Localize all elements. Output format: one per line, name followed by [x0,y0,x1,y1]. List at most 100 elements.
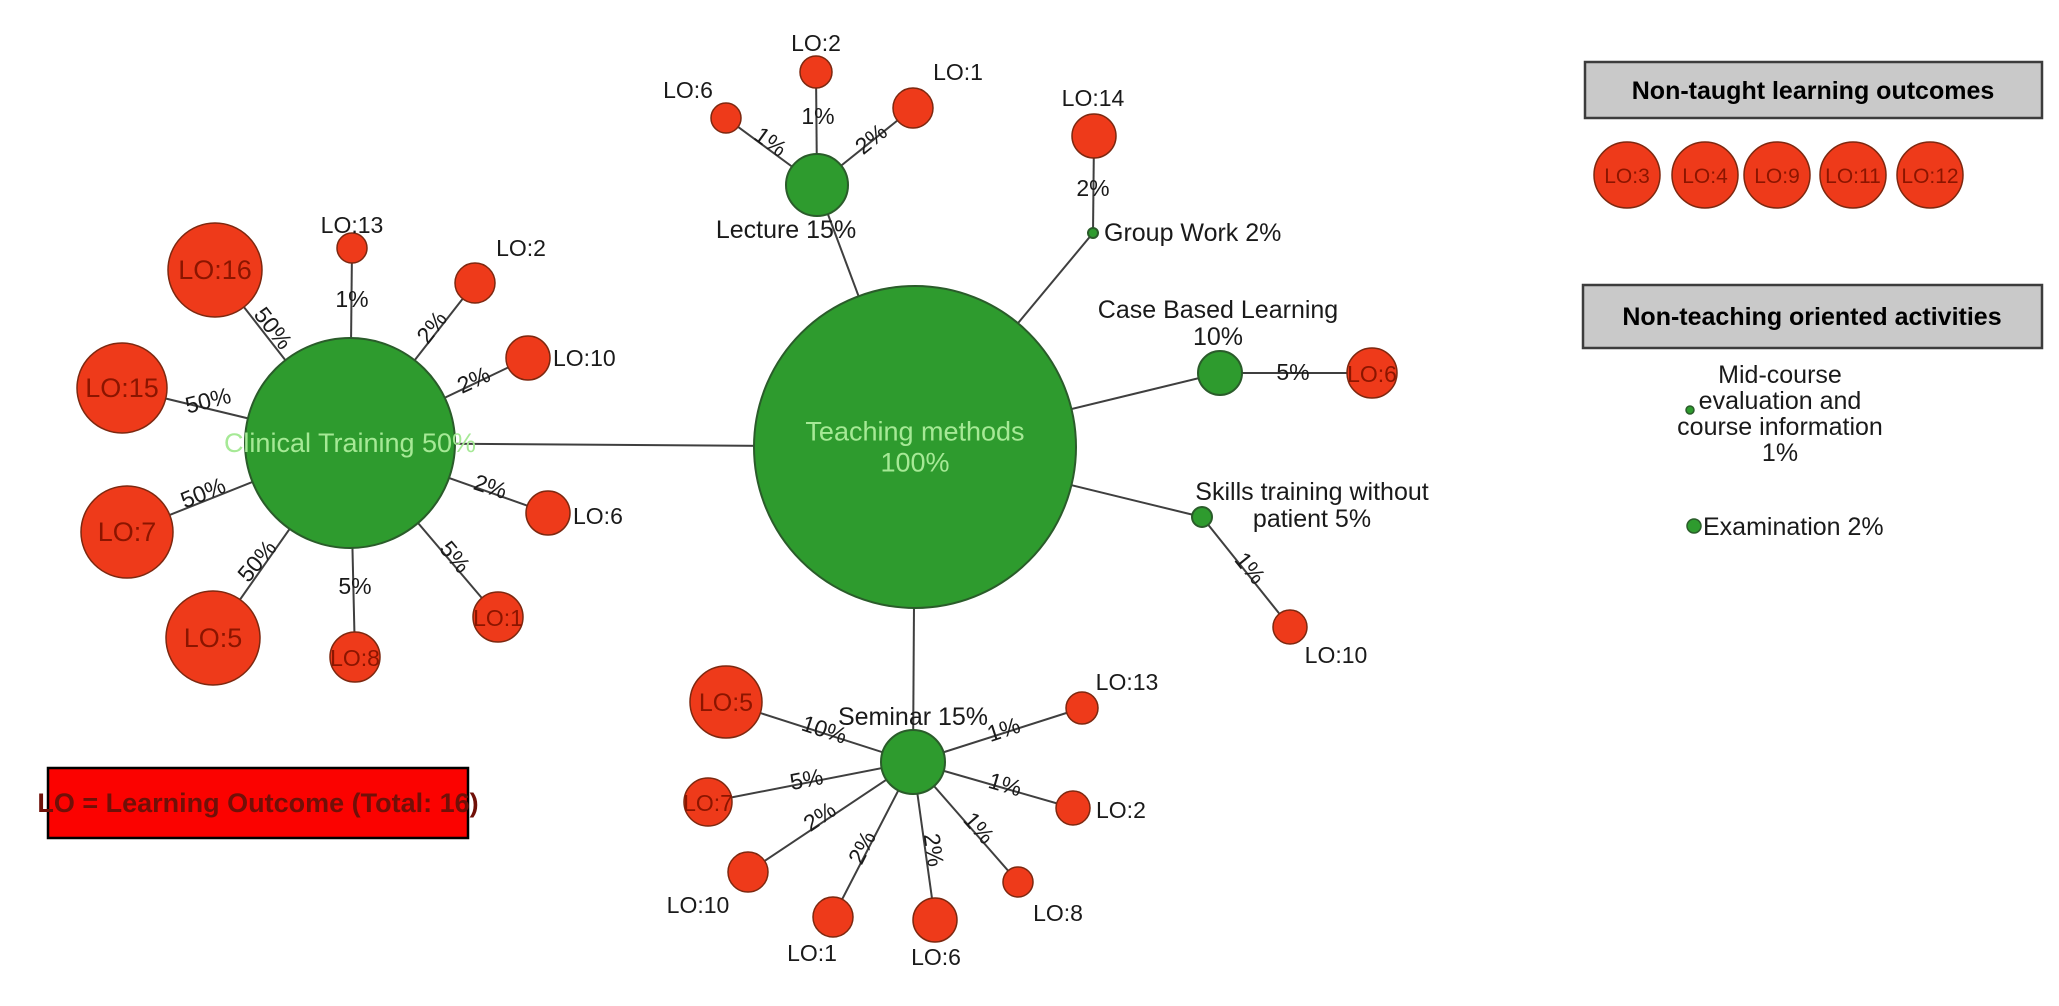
legend-dot-midcourse [1685,405,1695,415]
legend-entry-midcourse: evaluation and [1699,387,1862,415]
node-label-lo16: LO:16 [178,255,252,285]
node-lo6s [912,897,958,943]
node-lo5c [165,590,261,686]
node-lo1c [472,591,524,643]
node-skills [1191,506,1213,528]
edge-label-seminar-lo13s: 1% [984,712,1024,747]
legend-node-label: LO:4 [1682,165,1728,188]
node-label-lo10sk: LO:10 [1305,642,1368,668]
legend-node-lo-4 [1671,141,1739,209]
node-lo15 [76,342,168,434]
legend-entry-examination: Examination 2% [1703,513,1884,541]
node-lo16 [167,222,263,318]
node-label-clinical: Clinical Training 50% [224,428,476,458]
node-lo2l [799,55,833,89]
node-label-lo8s: LO:8 [1033,900,1083,926]
legend-node-lo-12 [1896,141,1964,209]
edge-label-clinical-lo7c: 50% [177,472,229,513]
node-lo8s [1002,866,1034,898]
edge-label-clinical-lo2c: 2% [411,306,452,348]
node-label-seminar: Seminar 15% [838,703,988,731]
node-label-lo5c: LO:5 [184,623,243,653]
node-lo8c [329,631,381,683]
edge-label-lecture-lo2l: 1% [801,103,834,129]
node-label-lo2l: LO:2 [791,30,841,56]
node-label-lo1l: LO:1 [933,59,983,85]
legend-node-label: LO:3 [1604,165,1650,188]
legend-node-label: LO:12 [1901,165,1958,188]
node-label-lo15: LO:15 [85,373,159,403]
note-box [46,766,470,840]
node-seminar [880,729,946,795]
node-label-lo14: LO:14 [1062,85,1125,111]
legend-title-non-teaching: Non-teaching oriented activities [1622,303,2001,331]
node-lo2s [1055,790,1091,826]
legend-node-lo-9 [1743,141,1811,209]
node-label-lo2s: LO:2 [1096,797,1146,823]
node-lo13s [1065,691,1099,725]
node-label-lo8c: LO:8 [330,645,380,671]
node-label-lo1c: LO:1 [473,605,523,631]
edge-label-casebased-lo6cb: 5% [1276,359,1309,385]
edge-label-clinical-lo5c: 50% [232,535,282,587]
node-label-teaching: Teaching methods [805,417,1024,447]
node-lo6c [525,490,571,536]
node-groupwork [1087,227,1099,239]
node-lo6l [710,102,742,134]
node-lo2c [454,262,496,304]
edge-label-seminar-lo1s: 2% [843,827,881,868]
node-label-skills: Skills training without [1195,478,1428,506]
node-lo7s [683,777,733,827]
node-label-lo6s: LO:6 [911,944,961,970]
node-label-lo10c: LO:10 [553,345,616,371]
node-label-lo2c: LO:2 [496,235,546,261]
legend-node-lo-3 [1593,141,1661,209]
note-box-label: LO = Learning Outcome (Total: 16) [37,788,478,818]
node-lo13c [336,232,368,264]
node-label-lo13c: LO:13 [321,212,384,238]
legend-entry-midcourse: Mid-course [1718,361,1842,389]
node-label-lo5s: LO:5 [699,689,753,717]
edge-skills-lo10sk [1201,516,1291,628]
node-lecture [785,153,849,217]
legend-node-lo-11 [1819,141,1887,209]
legend-node-label: LO:9 [1754,165,1800,188]
node-lo6cb [1346,347,1398,399]
node-label-lo7s: LO:7 [683,790,733,816]
node-casebased [1197,350,1243,396]
node-lo10sk [1272,609,1308,645]
edge-label-seminar-lo7s: 5% [788,763,826,795]
node-lo10s [727,851,769,893]
legend-title-non-taught: Non-taught learning outcomes [1632,77,1995,105]
legend-entry-midcourse: 1% [1762,439,1798,467]
node-label-skills: patient 5% [1253,505,1371,533]
legend-box-non-taught [1583,60,2044,120]
node-lo1s [812,896,854,938]
node-label-lecture: Lecture 15% [716,216,856,244]
legend-node-label: LO:11 [1825,165,1881,188]
node-teaching [753,285,1077,609]
node-lo5s [689,665,763,739]
node-lo14 [1071,113,1117,159]
edge-label-lecture-lo6l: 1% [750,121,792,162]
legend-box-non-teaching [1581,283,2044,350]
edge-label-groupwork-lo14: 2% [1076,175,1109,201]
edge-seminar-lo10s [747,761,914,873]
node-label-lo6cb: LO:6 [1347,361,1397,387]
node-label-lo1s: LO:1 [787,940,837,966]
node-label-lo6l: LO:6 [663,77,713,103]
edge-label-clinical-lo6c: 2% [471,469,511,504]
edge-label-clinical-lo13c: 1% [335,286,368,312]
node-label-lo10s: LO:10 [667,892,730,918]
edge-label-clinical-lo10c: 2% [453,361,494,399]
node-label-casebased: 10% [1193,323,1243,351]
edge-label-seminar-lo2s: 1% [986,767,1025,801]
node-lo7c [80,485,174,579]
edge-label-clinical-lo8c: 5% [338,573,371,599]
legend-dot-examination [1686,518,1702,534]
edge-label-seminar-lo6s: 2% [919,832,949,869]
node-lo1l [892,87,934,129]
node-label-lo13s: LO:13 [1096,669,1159,695]
